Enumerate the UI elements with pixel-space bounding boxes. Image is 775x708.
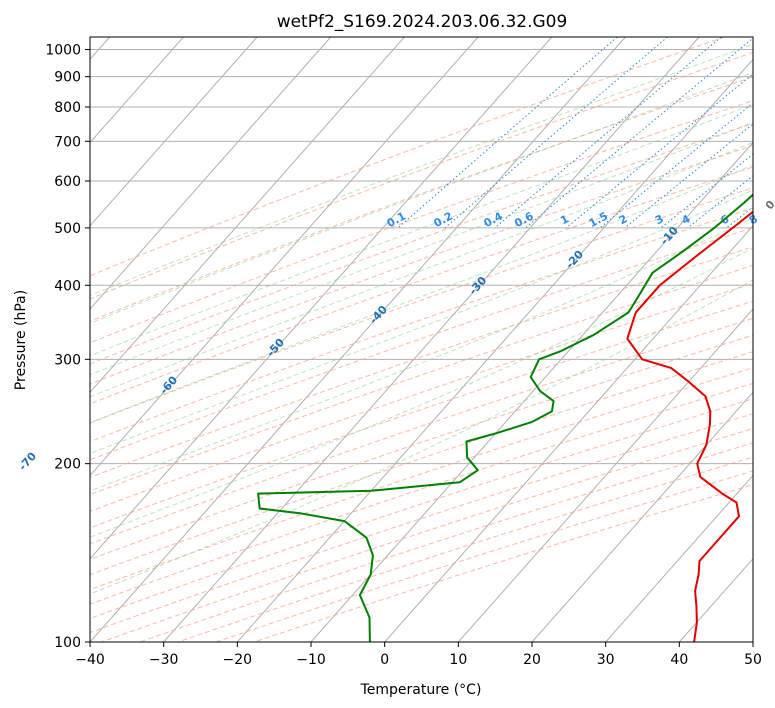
mixing-ratio-line (565, 73, 753, 229)
x-tick-label: −30 (149, 652, 179, 668)
isotherm-line (90, 37, 405, 394)
dry-adiabat-line (90, 37, 725, 277)
moist-adiabat-line (90, 43, 753, 297)
y-tick-label: 100 (54, 635, 81, 651)
isotherm-line (90, 37, 479, 477)
dry-adiabat-line (90, 51, 753, 300)
isotherm-line (605, 474, 753, 642)
isotherm-line (457, 308, 753, 642)
y-axis: 1000 900 800 700 600 500 400 300 200 100 (45, 43, 90, 651)
temperature-line (626, 210, 753, 642)
mixing-ratio-line (687, 175, 753, 229)
dry-adiabat-line (90, 334, 753, 560)
x-tick-label: 30 (597, 652, 615, 668)
dry-adiabat-line (139, 442, 753, 642)
moist-adiabat-line (90, 164, 753, 424)
isotherm-line (384, 225, 753, 642)
x-tick-label: −20 (223, 652, 253, 668)
moist-adiabat-line (90, 121, 753, 376)
mixing-ratio-line (494, 37, 722, 229)
x-tick-label: 0 (380, 652, 389, 668)
x-tick-label: 10 (449, 652, 467, 668)
y-tick-label: 300 (54, 352, 81, 368)
dry-adiabat-line (101, 427, 753, 642)
dry-adiabat-line (90, 246, 753, 479)
mixing-ratio-line (660, 153, 753, 229)
isotherm-label: 0 (763, 198, 775, 213)
dry-adiabat-line (90, 282, 753, 512)
mixing-ratio-line (624, 123, 753, 229)
dry-adiabat-line (90, 367, 753, 591)
isotherm-line (90, 37, 553, 560)
y-tick-label: 1000 (45, 43, 81, 59)
dry-adiabat-line (215, 470, 753, 642)
dry-adiabat-line (90, 398, 753, 619)
dry-adiabat-line (90, 317, 753, 545)
y-tick-label: 200 (54, 457, 81, 473)
x-axis: −40 −30 −20 −10 0 10 20 30 40 50 (75, 642, 762, 668)
mixing-ratio-line (599, 102, 753, 229)
dry-adiabat-line (254, 484, 753, 642)
plot-frame (89, 36, 754, 643)
y-tick-label: 900 (54, 70, 81, 86)
y-tick-label: 700 (54, 134, 81, 150)
isotherm-line (752, 641, 753, 642)
mixing-ratio-line (444, 37, 668, 229)
background-lines (90, 37, 775, 642)
dry-adiabat-line (90, 351, 753, 576)
x-axis-label: Temperature (°C) (360, 682, 482, 698)
isotherm-line (531, 391, 753, 642)
mixing-ratio-line (525, 37, 753, 229)
moist-adiabat-line (90, 103, 753, 357)
dewpoint-line (257, 193, 753, 642)
mixing-ratio-label: 0.1 (385, 209, 408, 230)
isotherm-line (90, 37, 258, 227)
dry-adiabat-line (90, 122, 753, 365)
mixing-ratio-label: 3 (653, 212, 666, 227)
chart-title: wetPf2_S169.2024.203.06.32.G09 (277, 12, 568, 32)
dry-adiabat-line (90, 76, 753, 322)
isotherm-line (678, 558, 753, 642)
dry-adiabat-line (90, 264, 753, 496)
mixing-ratio-label: 0.4 (482, 209, 506, 230)
y-axis-label: Pressure (hPa) (13, 290, 29, 390)
mixing-ratio-line (755, 37, 775, 228)
mixing-ratio-line (397, 37, 618, 229)
y-tick-label: 600 (54, 174, 81, 190)
isotherm-label: -70 (16, 449, 39, 473)
x-tick-label: −10 (296, 652, 326, 668)
moist-adiabat-line (90, 217, 753, 492)
y-tick-label: 800 (54, 100, 81, 116)
profile-lines (257, 193, 753, 642)
moist-adiabat-line (90, 189, 753, 455)
y-tick-label: 500 (54, 221, 81, 237)
dry-adiabat-line (90, 145, 753, 385)
isotherm-line (236, 58, 753, 642)
x-tick-label: −40 (75, 652, 105, 668)
mixing-ratio-label: 1.5 (587, 209, 610, 230)
dry-adiabat-line (90, 300, 753, 529)
x-tick-label: 50 (744, 652, 762, 668)
dry-adiabat-line (90, 227, 753, 461)
isotherm-line (90, 37, 626, 642)
moist-adiabat-line (90, 71, 753, 324)
y-tick-label: 400 (54, 278, 81, 294)
x-tick-label: 40 (670, 652, 688, 668)
isotherm-line (310, 141, 753, 642)
isotherm-line (163, 37, 700, 642)
dry-adiabat-line (90, 187, 753, 424)
isotherm-line (90, 37, 332, 310)
x-tick-label: 20 (523, 652, 541, 668)
moist-adiabat-line (90, 141, 753, 398)
isotherm-line (90, 37, 184, 144)
